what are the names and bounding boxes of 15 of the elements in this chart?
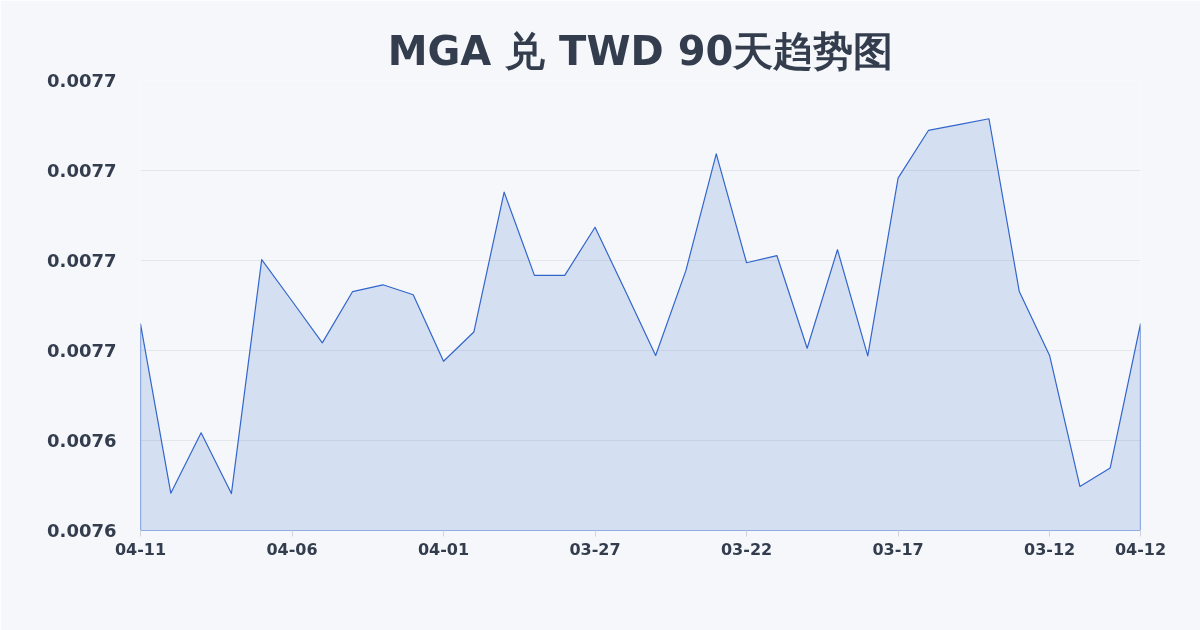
y-tick-label: 0.0076 — [47, 520, 117, 541]
chart-title: MGA 兑 TWD 90天趋势图 — [387, 27, 894, 74]
x-tick-label: 03-27 — [569, 539, 621, 559]
y-tick-label: 0.0077 — [47, 160, 117, 181]
y-tick-label: 0.0077 — [47, 70, 117, 91]
y-tick-label: 0.0076 — [47, 430, 117, 451]
y-tick-label: 0.0077 — [47, 250, 117, 271]
x-tick-label: 03-22 — [720, 539, 773, 559]
y-tick-label: 0.0077 — [47, 340, 117, 361]
x-tick-label: 03-12 — [1024, 539, 1076, 559]
x-tick-label: 03-17 — [872, 539, 924, 559]
x-tick-label: 04-11 — [114, 539, 167, 559]
x-tick-label: 04-06 — [266, 539, 318, 559]
x-tick-label: 04-12 — [1114, 539, 1167, 559]
x-tick-label: 04-01 — [417, 539, 470, 559]
